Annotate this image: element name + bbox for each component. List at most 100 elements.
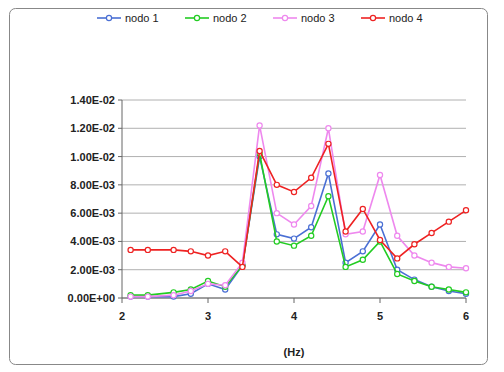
series-marker xyxy=(395,256,400,261)
series-marker xyxy=(360,206,365,211)
x-tick-label: 6 xyxy=(463,310,469,322)
y-tick xyxy=(118,298,122,299)
y-tick xyxy=(118,269,122,270)
grid-line xyxy=(122,156,466,157)
series-marker xyxy=(395,233,400,238)
legend-item: nodo 1 xyxy=(97,12,159,24)
chart-border xyxy=(10,9,488,365)
x-tick xyxy=(294,298,295,303)
series-marker xyxy=(463,208,468,213)
legend-label: nodo 3 xyxy=(301,12,335,24)
y-tick xyxy=(118,213,122,214)
series-marker xyxy=(326,171,331,176)
series-marker xyxy=(309,175,314,180)
series-marker xyxy=(309,233,314,238)
y-tick xyxy=(118,128,122,129)
series-marker xyxy=(128,294,133,299)
series-marker xyxy=(446,264,451,269)
grid-line xyxy=(122,128,466,129)
grid-line xyxy=(122,184,466,185)
series-marker xyxy=(171,293,176,298)
series-marker xyxy=(463,266,468,271)
series-marker xyxy=(205,253,210,258)
series-marker xyxy=(429,230,434,235)
series-marker xyxy=(360,257,365,262)
series-marker xyxy=(412,278,417,283)
series-marker xyxy=(145,294,150,299)
y-tick-label: 6.00E-03 xyxy=(70,207,115,219)
series-marker xyxy=(145,247,150,252)
series-marker xyxy=(257,148,262,153)
grid-line xyxy=(122,100,466,101)
series-marker xyxy=(326,141,331,146)
series-marker xyxy=(274,211,279,216)
series-marker xyxy=(291,243,296,248)
series-marker xyxy=(412,253,417,258)
y-tick-label: 4.00E-03 xyxy=(70,235,115,247)
series-marker xyxy=(223,283,228,288)
series-marker xyxy=(291,236,296,241)
plot-area xyxy=(128,123,469,299)
legend-marker xyxy=(194,15,199,20)
series-marker xyxy=(145,294,150,299)
y-tick xyxy=(118,100,122,101)
x-tick-label: 4 xyxy=(291,310,298,322)
y-tick-label: 0.00E+00 xyxy=(68,292,115,304)
chart: 0.00E+002.00E-034.00E-036.00E-038.00E-03… xyxy=(0,0,504,372)
series-marker xyxy=(128,247,133,252)
series-marker xyxy=(429,284,434,289)
series-marker xyxy=(326,194,331,199)
y-tick xyxy=(118,184,122,185)
series-marker xyxy=(309,203,314,208)
series-marker xyxy=(446,219,451,224)
y-tick-label: 1.40E-02 xyxy=(70,94,115,106)
x-tick xyxy=(122,298,123,303)
y-tick xyxy=(118,241,122,242)
x-tick xyxy=(380,298,381,303)
series-marker xyxy=(377,172,382,177)
series-marker xyxy=(291,222,296,227)
series-marker xyxy=(223,249,228,254)
series-marker xyxy=(188,288,193,293)
series-marker xyxy=(412,242,417,247)
legend-marker xyxy=(370,15,375,20)
x-axis-label: (Hz) xyxy=(284,346,305,358)
y-tick-label: 1.20E-02 xyxy=(70,122,115,134)
legend-item: nodo 3 xyxy=(273,12,335,24)
x-tick-label: 3 xyxy=(205,310,211,322)
series-line xyxy=(131,144,466,267)
series-marker xyxy=(326,126,331,131)
series-marker xyxy=(205,281,210,286)
x-tick-label: 2 xyxy=(119,310,125,322)
grid-line xyxy=(122,213,466,214)
series-marker xyxy=(343,229,348,234)
series-line xyxy=(131,157,466,297)
grid-line xyxy=(122,269,466,270)
y-tick xyxy=(118,156,122,157)
series-marker xyxy=(257,123,262,128)
series-marker xyxy=(429,260,434,265)
x-tick xyxy=(208,298,209,303)
legend-item: nodo 2 xyxy=(185,12,247,24)
series-marker xyxy=(188,249,193,254)
x-tick xyxy=(466,298,467,303)
series-line xyxy=(131,125,466,296)
x-tick-label: 5 xyxy=(377,310,383,322)
series-marker xyxy=(309,225,314,230)
legend-label: nodo 1 xyxy=(125,12,159,24)
legend-marker xyxy=(106,15,111,20)
series-marker xyxy=(429,284,434,289)
series-marker xyxy=(377,222,382,227)
series-line xyxy=(131,154,466,295)
series-marker xyxy=(463,290,468,295)
series-marker xyxy=(171,247,176,252)
y-tick-label: 1.00E-02 xyxy=(70,151,115,163)
y-tick-label: 8.00E-03 xyxy=(70,179,115,191)
series-marker xyxy=(360,229,365,234)
legend-label: nodo 4 xyxy=(389,12,423,24)
series-marker xyxy=(360,249,365,254)
y-axis xyxy=(122,100,123,298)
series-marker xyxy=(446,287,451,292)
legend-label: nodo 2 xyxy=(213,12,247,24)
series-marker xyxy=(291,189,296,194)
